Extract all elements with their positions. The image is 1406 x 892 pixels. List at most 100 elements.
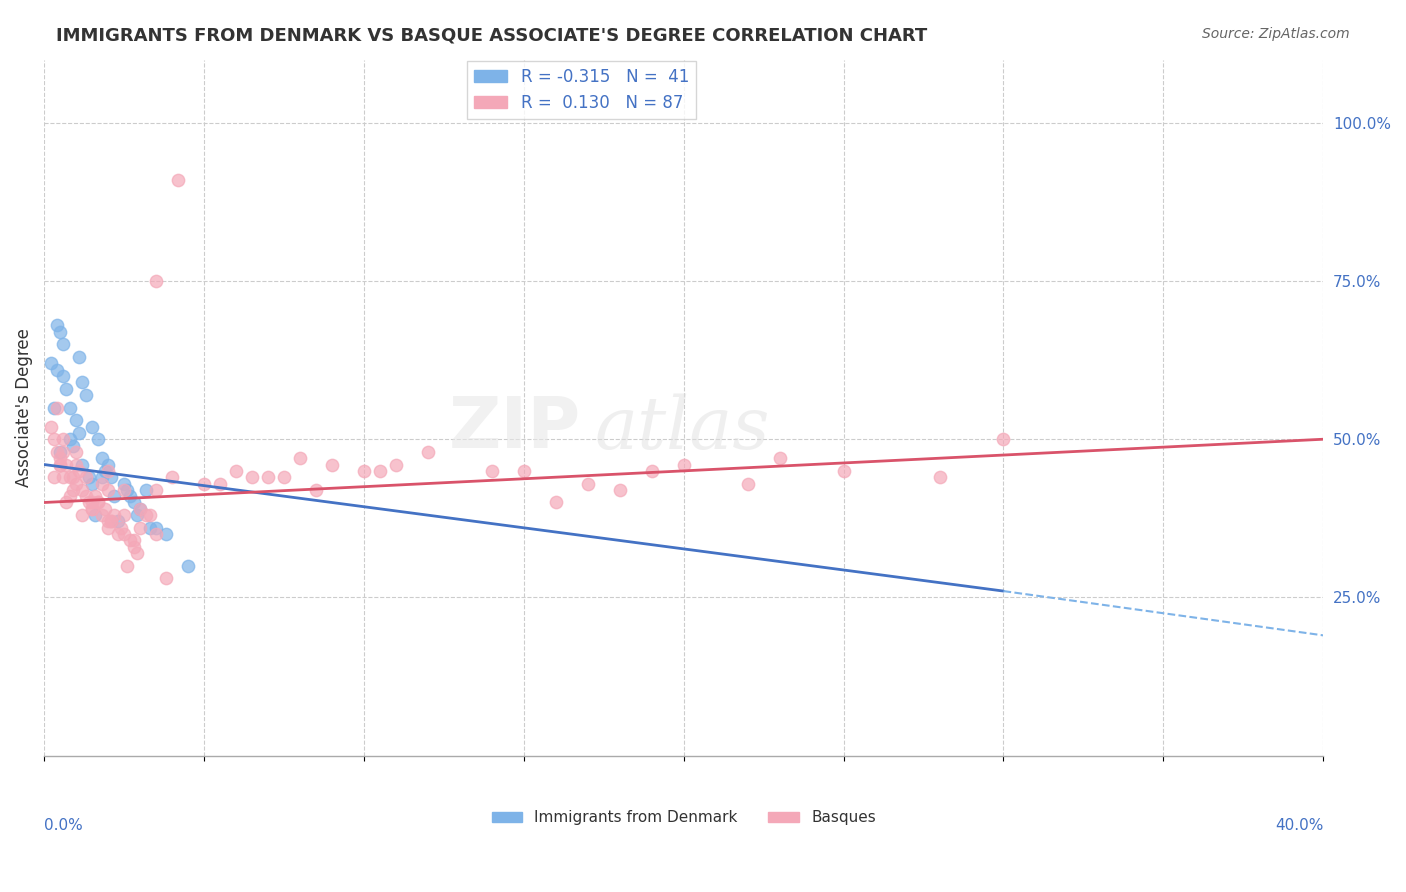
Point xyxy=(576,476,599,491)
Text: ZIP: ZIP xyxy=(449,394,581,463)
Text: IMMIGRANTS FROM DENMARK VS BASQUE ASSOCIATE'S DEGREE CORRELATION CHART: IMMIGRANTS FROM DENMARK VS BASQUE ASSOCI… xyxy=(56,27,928,45)
Point xyxy=(225,464,247,478)
Point xyxy=(65,445,87,459)
Point xyxy=(84,508,107,523)
Point xyxy=(135,483,157,497)
Point xyxy=(45,401,67,415)
Point xyxy=(87,495,110,509)
Point xyxy=(75,470,97,484)
Point xyxy=(273,470,295,484)
Point xyxy=(67,425,90,440)
Point xyxy=(368,464,391,478)
Point xyxy=(167,173,190,187)
Point xyxy=(138,508,160,523)
Point xyxy=(59,401,82,415)
Point xyxy=(87,432,110,446)
Point xyxy=(107,515,129,529)
Point xyxy=(481,464,503,478)
Point xyxy=(59,489,82,503)
Point xyxy=(90,451,112,466)
Point xyxy=(122,540,145,554)
Point xyxy=(353,464,375,478)
Point xyxy=(544,495,567,509)
Y-axis label: Associate's Degree: Associate's Degree xyxy=(15,328,32,487)
Point xyxy=(112,527,135,541)
Point xyxy=(129,521,152,535)
Point xyxy=(97,515,120,529)
Point xyxy=(120,533,142,548)
Point xyxy=(94,501,117,516)
Point xyxy=(45,318,67,333)
Point xyxy=(155,571,177,585)
Point xyxy=(122,495,145,509)
Point xyxy=(993,432,1015,446)
Point xyxy=(100,515,122,529)
Point xyxy=(107,527,129,541)
Point xyxy=(177,558,200,573)
Point xyxy=(49,458,72,472)
Point xyxy=(103,489,125,503)
Point xyxy=(112,476,135,491)
Point xyxy=(145,521,167,535)
Point xyxy=(65,458,87,472)
Point xyxy=(39,419,62,434)
Point xyxy=(42,470,65,484)
Point xyxy=(129,501,152,516)
Point xyxy=(100,470,122,484)
Point xyxy=(145,527,167,541)
Point xyxy=(110,521,132,535)
Point xyxy=(97,521,120,535)
Point xyxy=(193,476,215,491)
Point xyxy=(87,495,110,509)
Point xyxy=(125,508,148,523)
Point xyxy=(67,350,90,364)
Point xyxy=(45,445,67,459)
Point xyxy=(769,451,792,466)
Point xyxy=(62,483,84,497)
Point xyxy=(145,274,167,288)
Point xyxy=(52,337,75,351)
Point xyxy=(208,476,231,491)
Point xyxy=(72,376,94,390)
Point xyxy=(122,533,145,548)
Point xyxy=(117,558,139,573)
Point xyxy=(240,470,263,484)
Point xyxy=(257,470,280,484)
Point xyxy=(155,527,177,541)
Point xyxy=(737,476,759,491)
Point xyxy=(52,445,75,459)
Point xyxy=(80,495,103,509)
Point xyxy=(145,483,167,497)
Point xyxy=(75,388,97,402)
Point xyxy=(77,495,100,509)
Point xyxy=(90,476,112,491)
Point xyxy=(55,458,77,472)
Point xyxy=(80,501,103,516)
Legend: Immigrants from Denmark, Basques: Immigrants from Denmark, Basques xyxy=(485,805,882,831)
Text: atlas: atlas xyxy=(595,393,769,464)
Point xyxy=(112,508,135,523)
Point xyxy=(135,508,157,523)
Point xyxy=(416,445,439,459)
Point xyxy=(80,419,103,434)
Point xyxy=(305,483,328,497)
Point xyxy=(97,458,120,472)
Point xyxy=(77,470,100,484)
Point xyxy=(49,325,72,339)
Point xyxy=(672,458,695,472)
Point xyxy=(49,445,72,459)
Text: Source: ZipAtlas.com: Source: ZipAtlas.com xyxy=(1202,27,1350,41)
Point xyxy=(39,356,62,370)
Point xyxy=(62,439,84,453)
Point xyxy=(94,464,117,478)
Point xyxy=(75,489,97,503)
Point xyxy=(103,508,125,523)
Point xyxy=(112,483,135,497)
Point xyxy=(72,508,94,523)
Point xyxy=(385,458,408,472)
Point xyxy=(138,521,160,535)
Point xyxy=(65,476,87,491)
Point xyxy=(928,470,950,484)
Point xyxy=(72,458,94,472)
Point xyxy=(100,515,122,529)
